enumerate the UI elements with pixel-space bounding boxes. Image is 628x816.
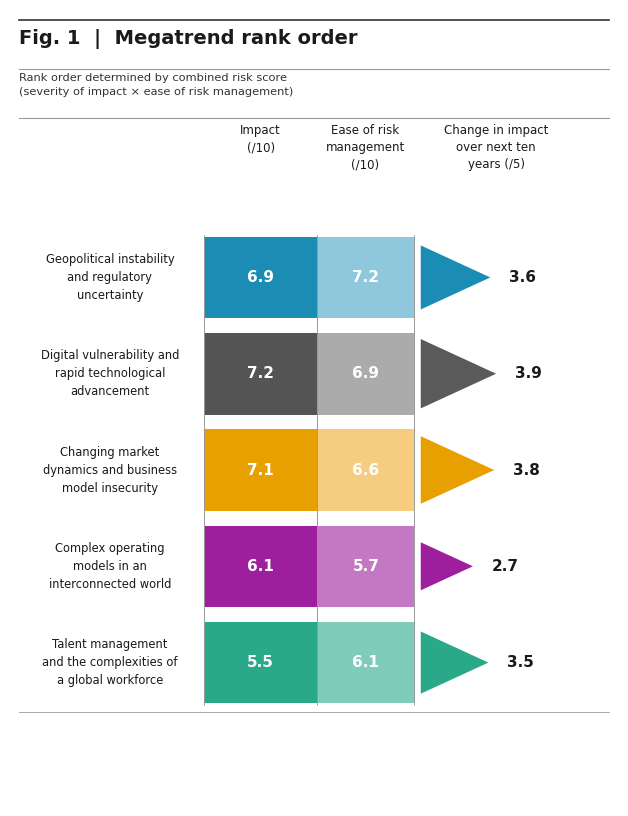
- Bar: [317, 526, 414, 607]
- Bar: [204, 237, 317, 318]
- Text: 3.5: 3.5: [507, 655, 534, 670]
- Polygon shape: [421, 339, 496, 408]
- Bar: [317, 622, 414, 703]
- Text: Ease of risk
management
(/10): Ease of risk management (/10): [326, 124, 405, 171]
- Bar: [317, 237, 414, 318]
- Polygon shape: [421, 632, 489, 694]
- Text: 2.7: 2.7: [492, 559, 519, 574]
- Text: 6.1: 6.1: [352, 655, 379, 670]
- Bar: [204, 526, 317, 607]
- Text: Change in impact
over next ten
years (/5): Change in impact over next ten years (/5…: [444, 124, 548, 171]
- Text: 3.8: 3.8: [513, 463, 540, 477]
- Polygon shape: [421, 437, 494, 503]
- Text: 7.1: 7.1: [247, 463, 274, 477]
- Bar: [317, 333, 414, 415]
- Bar: [204, 622, 317, 703]
- Text: Geopolitical instability
and regulatory
uncertainty: Geopolitical instability and regulatory …: [46, 253, 174, 302]
- Text: 5.7: 5.7: [352, 559, 379, 574]
- Text: Impact
(/10): Impact (/10): [241, 124, 281, 154]
- Text: Fig. 1  |  Megatrend rank order: Fig. 1 | Megatrend rank order: [19, 29, 357, 49]
- Text: 3.9: 3.9: [515, 366, 542, 381]
- Text: Changing market
dynamics and business
model insecurity: Changing market dynamics and business mo…: [43, 446, 177, 494]
- Bar: [317, 429, 414, 511]
- Bar: [204, 333, 317, 415]
- Text: 7.2: 7.2: [247, 366, 274, 381]
- Text: 7.2: 7.2: [352, 270, 379, 285]
- Text: 3.6: 3.6: [509, 270, 536, 285]
- Text: 5.5: 5.5: [247, 655, 274, 670]
- Bar: [204, 429, 317, 511]
- Text: Talent management
and the complexities of
a global workforce: Talent management and the complexities o…: [42, 638, 178, 687]
- Text: Digital vulnerability and
rapid technological
advancement: Digital vulnerability and rapid technolo…: [41, 349, 179, 398]
- Text: 6.1: 6.1: [247, 559, 274, 574]
- Text: 6.6: 6.6: [352, 463, 379, 477]
- Text: Complex operating
models in an
interconnected world: Complex operating models in an interconn…: [49, 542, 171, 591]
- Text: Rank order determined by combined risk score
(severity of impact × ease of risk : Rank order determined by combined risk s…: [19, 73, 293, 97]
- Text: 6.9: 6.9: [352, 366, 379, 381]
- Text: 6.9: 6.9: [247, 270, 274, 285]
- Polygon shape: [421, 246, 490, 309]
- Polygon shape: [421, 543, 473, 590]
